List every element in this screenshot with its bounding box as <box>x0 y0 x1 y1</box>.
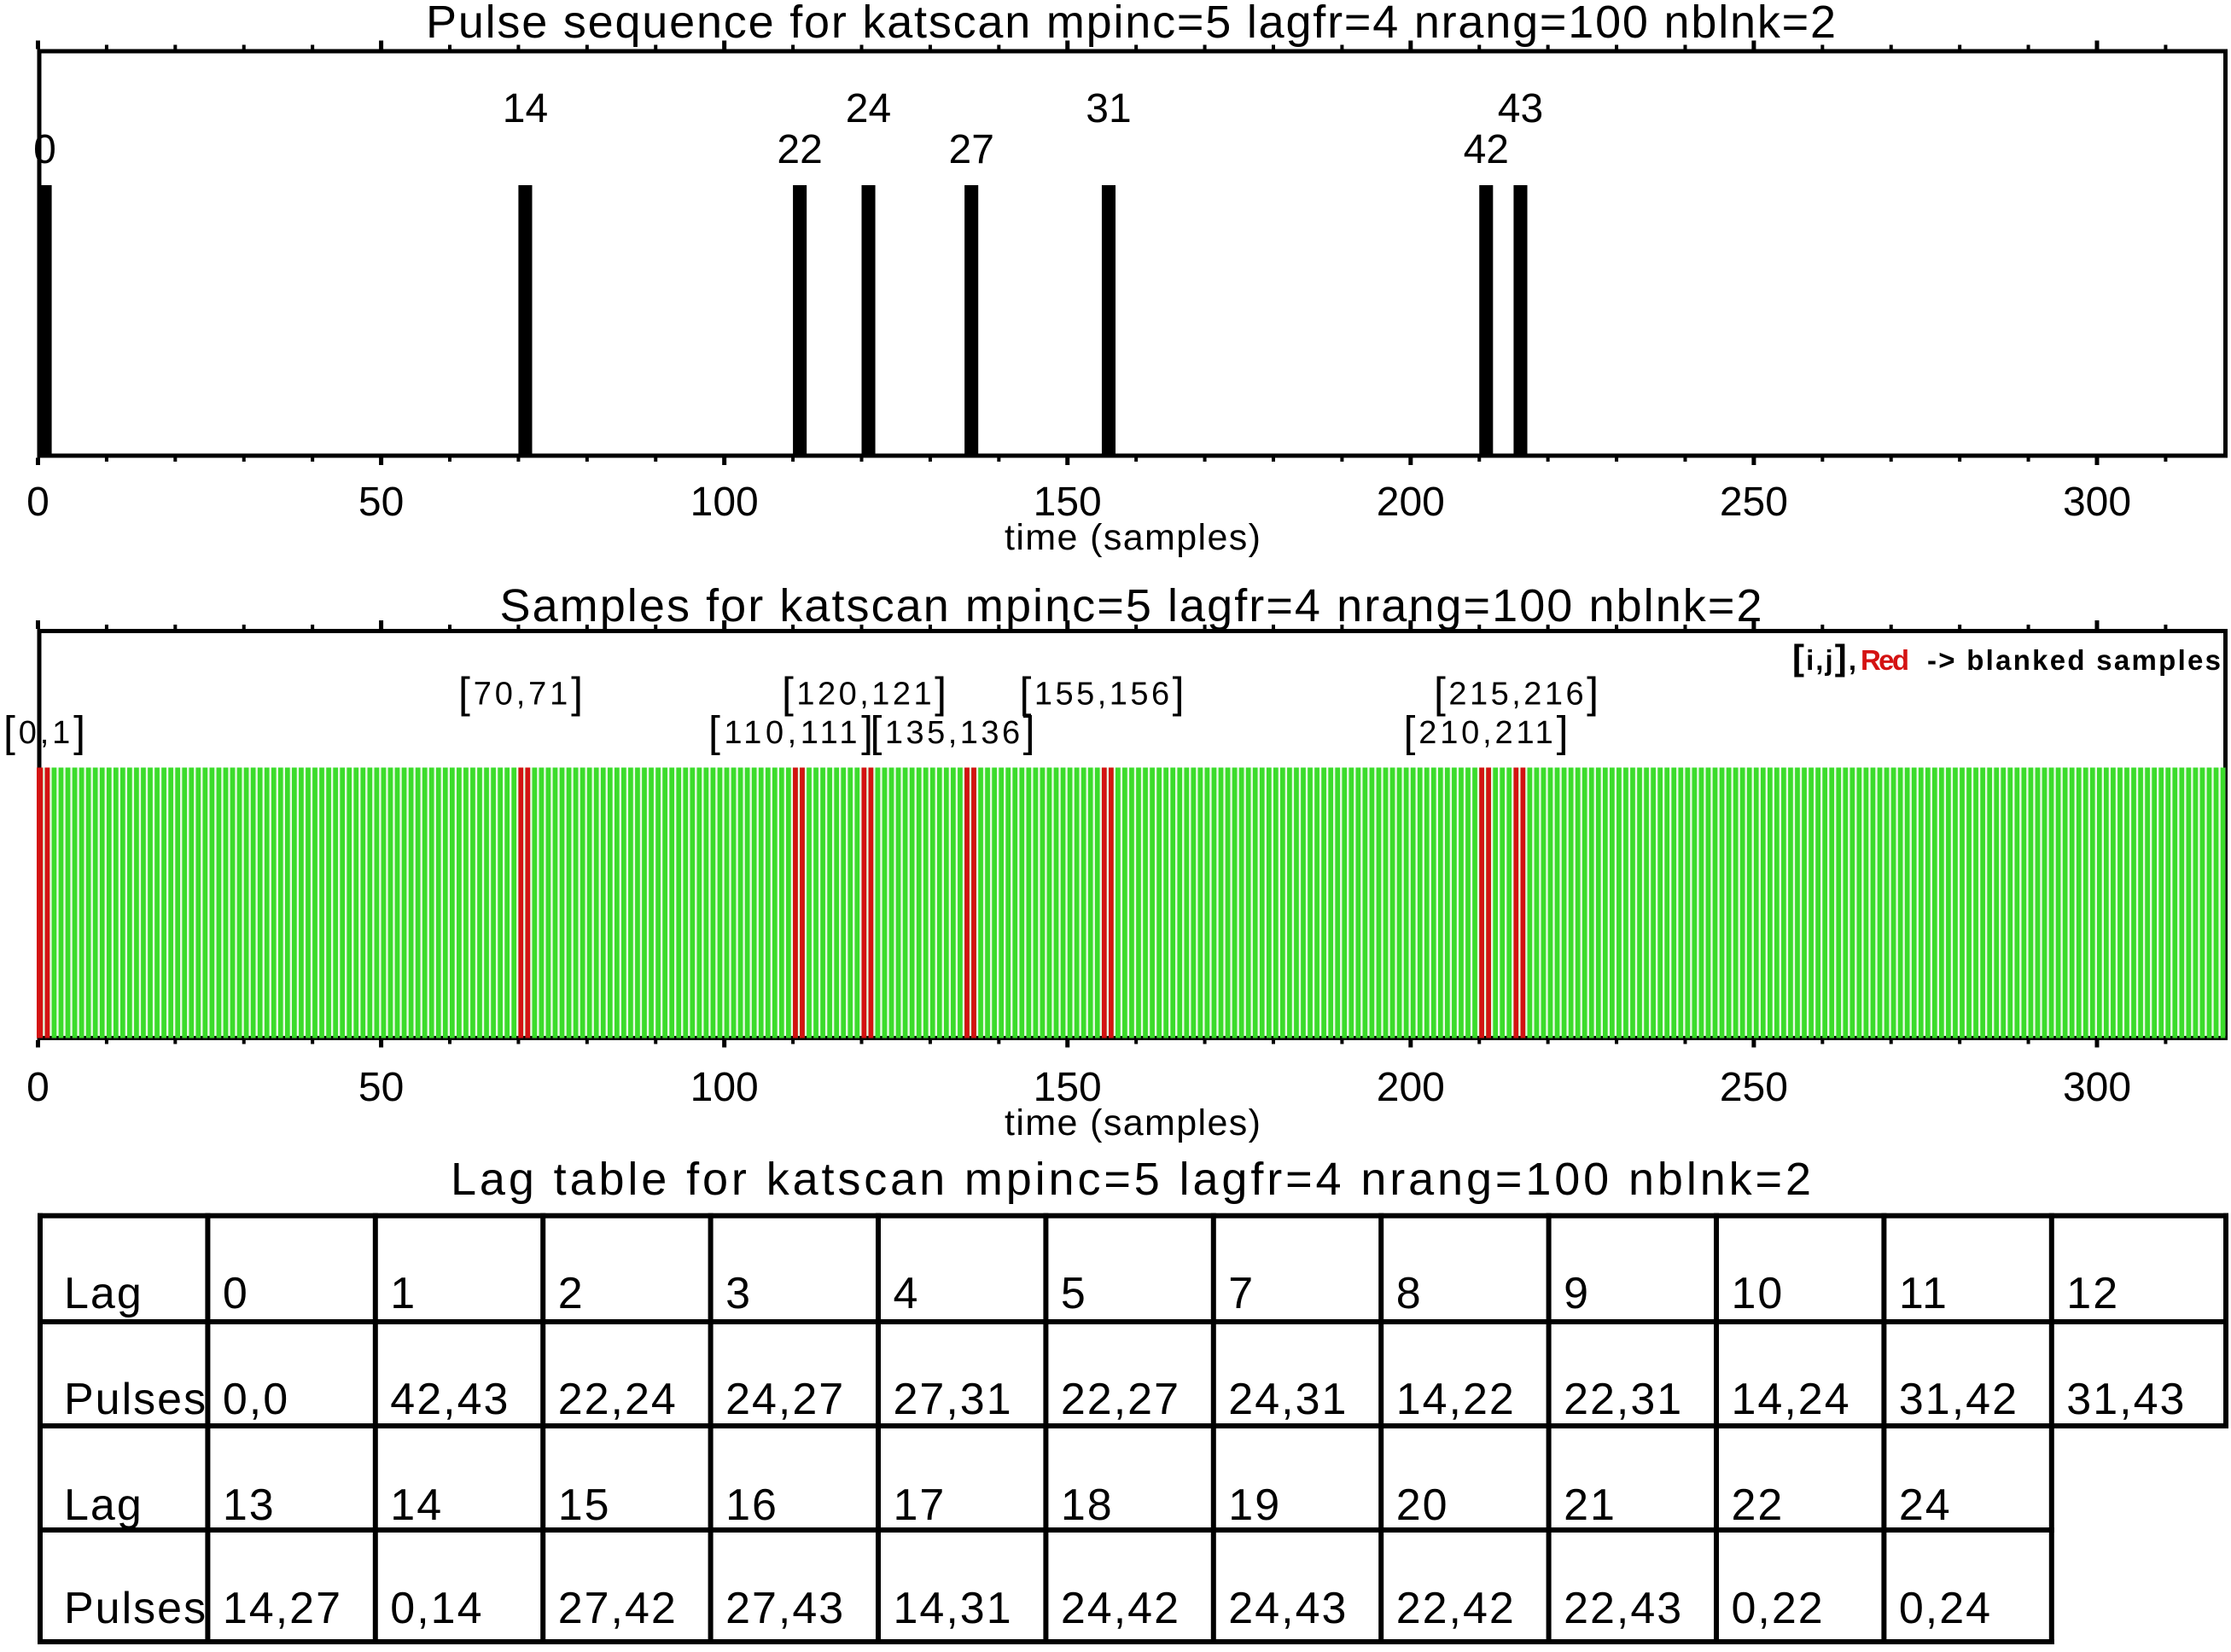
svg-text:0: 0 <box>223 1269 249 1318</box>
svg-text:13: 13 <box>223 1480 276 1530</box>
svg-text:4: 4 <box>894 1269 920 1318</box>
svg-text:50: 50 <box>358 480 404 525</box>
svg-text:0,14: 0,14 <box>390 1584 483 1633</box>
svg-text:0: 0 <box>26 480 50 525</box>
svg-text:27: 27 <box>949 127 994 172</box>
svg-text:Red: Red <box>1861 644 1909 676</box>
svg-text:27,42: 27,42 <box>558 1584 678 1633</box>
svg-text:31: 31 <box>1086 86 1131 131</box>
svg-text:14,31: 14,31 <box>894 1584 1013 1633</box>
svg-text:time (samples): time (samples) <box>1005 1102 1261 1143</box>
svg-text:21: 21 <box>1564 1480 1616 1530</box>
svg-text:14: 14 <box>503 86 548 131</box>
svg-text:16: 16 <box>725 1480 778 1530</box>
svg-text:24,43: 24,43 <box>1228 1584 1348 1633</box>
svg-text:8: 8 <box>1396 1269 1423 1318</box>
svg-text:250: 250 <box>1720 1065 1788 1110</box>
svg-text:[110,111]: [110,111] <box>708 708 873 756</box>
svg-text:Lag: Lag <box>64 1269 143 1318</box>
svg-text:[135,136]: [135,136] <box>871 708 1035 756</box>
svg-text:14,27: 14,27 <box>223 1584 342 1633</box>
svg-text:Pulses: Pulses <box>64 1375 207 1424</box>
svg-text:27,43: 27,43 <box>725 1584 845 1633</box>
svg-text:time (samples): time (samples) <box>1005 517 1261 558</box>
svg-text:24: 24 <box>846 86 891 131</box>
svg-text:200: 200 <box>1377 480 1445 525</box>
svg-text:50: 50 <box>358 1065 404 1110</box>
svg-text:300: 300 <box>2063 480 2131 525</box>
svg-text:[155,156]: [155,156] <box>1020 669 1185 717</box>
svg-text:27,31: 27,31 <box>894 1375 1013 1424</box>
svg-text:12: 12 <box>2066 1269 2119 1318</box>
svg-text:Samples for katscan mpinc=5 la: Samples for katscan mpinc=5 lagfr=4 nran… <box>500 580 1762 631</box>
svg-text:100: 100 <box>690 1065 759 1110</box>
svg-text:31,43: 31,43 <box>2066 1375 2186 1424</box>
svg-text:22,27: 22,27 <box>1061 1375 1180 1424</box>
svg-text:0,0: 0,0 <box>223 1375 289 1424</box>
svg-text:[70,71]: [70,71] <box>458 669 583 717</box>
svg-text:15: 15 <box>558 1480 611 1530</box>
svg-text:[210,211]: [210,211] <box>1404 708 1569 756</box>
svg-text:20: 20 <box>1396 1480 1449 1530</box>
svg-text:0,22: 0,22 <box>1732 1584 1825 1633</box>
svg-text:24,31: 24,31 <box>1228 1375 1348 1424</box>
svg-text:150: 150 <box>1034 480 1102 525</box>
svg-text:250: 250 <box>1720 480 1788 525</box>
svg-text:17: 17 <box>894 1480 947 1530</box>
svg-text:300: 300 <box>2063 1065 2131 1110</box>
svg-text:9: 9 <box>1564 1269 1590 1318</box>
svg-text:14: 14 <box>390 1480 443 1530</box>
svg-text:19: 19 <box>1228 1480 1281 1530</box>
svg-text:7: 7 <box>1228 1269 1255 1318</box>
svg-text:14,22: 14,22 <box>1396 1375 1516 1424</box>
svg-text:1: 1 <box>390 1269 416 1318</box>
svg-text:11: 11 <box>1899 1269 1948 1318</box>
svg-text:[120,121]: [120,121] <box>782 669 947 717</box>
svg-text:Pulse sequence for katscan mpi: Pulse sequence for katscan mpinc=5 lagfr… <box>426 0 1836 48</box>
svg-text:22,31: 22,31 <box>1564 1375 1683 1424</box>
svg-text:0: 0 <box>26 1065 50 1110</box>
svg-text:0,24: 0,24 <box>1899 1584 1992 1633</box>
svg-text:14,24: 14,24 <box>1732 1375 1851 1424</box>
svg-text:18: 18 <box>1061 1480 1114 1530</box>
svg-text:[215,216]: [215,216] <box>1434 669 1599 717</box>
svg-text:10: 10 <box>1732 1269 1785 1318</box>
svg-text:[0,1]: [0,1] <box>3 708 85 756</box>
svg-text:3: 3 <box>725 1269 752 1318</box>
svg-text:100: 100 <box>690 480 759 525</box>
svg-text:22,43: 22,43 <box>1564 1584 1683 1633</box>
svg-text:42,43: 42,43 <box>390 1375 510 1424</box>
svg-text:Lag: Lag <box>64 1480 143 1530</box>
svg-text:2: 2 <box>558 1269 585 1318</box>
svg-text:200: 200 <box>1377 1065 1445 1110</box>
svg-text:42: 42 <box>1464 127 1509 172</box>
svg-text:43: 43 <box>1498 86 1543 131</box>
svg-text:150: 150 <box>1034 1065 1102 1110</box>
svg-text:24,27: 24,27 <box>725 1375 845 1424</box>
svg-text:22,42: 22,42 <box>1396 1584 1516 1633</box>
svg-text:24: 24 <box>1899 1480 1952 1530</box>
svg-text:22,24: 22,24 <box>558 1375 678 1424</box>
svg-text:24,42: 24,42 <box>1061 1584 1180 1633</box>
svg-text:22: 22 <box>1732 1480 1785 1530</box>
svg-text:31,42: 31,42 <box>1899 1375 2018 1424</box>
svg-text:5: 5 <box>1061 1269 1087 1318</box>
svg-text:Pulses: Pulses <box>64 1584 207 1633</box>
svg-text:-> blanked samples: -> blanked samples <box>1927 644 2221 676</box>
svg-text:0: 0 <box>33 127 56 172</box>
svg-text:22: 22 <box>777 127 822 172</box>
